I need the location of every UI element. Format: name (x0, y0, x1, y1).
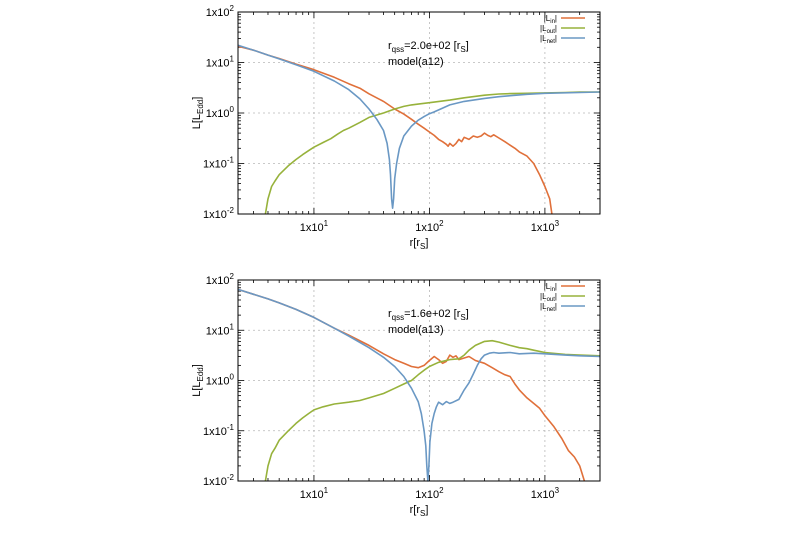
chart-panel-2: 1x101 1x102 1x103 1x10-2 1x10-1 1x100 1x101 1x1… (191, 272, 601, 518)
legend-label: |Lin| (544, 14, 557, 25)
legend: |Lin||Lout||Lnet| (540, 14, 585, 45)
y-axis-label: L[LEdd] (191, 97, 205, 130)
x-tick-label: 1x101 (300, 486, 329, 501)
y-tick-label: 1x101 (206, 322, 235, 337)
annotation-rqss: rqss=1.6e+02 [rS] (388, 308, 469, 322)
annotation-rqss: rqss=2.0e+02 [rS] (388, 40, 469, 54)
x-axis-label: r[rS] (410, 504, 429, 518)
y-tick-label: 1x102 (206, 272, 235, 287)
legend-label: |Lout| (540, 292, 557, 303)
y-tick-label: 1x10-2 (203, 206, 235, 221)
series-line-lout (264, 339, 601, 482)
chart-panel-1: 1x101 1x102 1x103 1x10-2 1x10-1 1x100 1x101 1x1… (191, 4, 601, 251)
legend-label: |Lout| (540, 24, 557, 35)
series-line-lin (237, 45, 553, 215)
y-tick-label: 1x100 (206, 105, 235, 120)
y-axis-label: L[LEdd] (191, 364, 205, 397)
y-tick-label: 1x10-1 (203, 423, 235, 438)
x-tick-label: 1x102 (415, 219, 444, 234)
legend-label: |Lin| (544, 282, 557, 293)
y-tick-label: 1x102 (206, 4, 235, 19)
x-tick-label: 1x103 (531, 486, 560, 501)
annotation-model: model(a12) (388, 56, 444, 68)
x-tick-label: 1x103 (531, 219, 560, 234)
series-line-lnet (237, 44, 601, 209)
annotation-model: model(a13) (388, 324, 444, 336)
legend: |Lin||Lout||Lnet| (540, 282, 585, 313)
y-tick-label: 1x10-1 (203, 156, 235, 171)
y-tick-label: 1x10-2 (203, 473, 235, 488)
legend-label: |Lnet| (540, 34, 557, 45)
legend-label: |Lnet| (540, 302, 557, 313)
series-line-lout (264, 91, 600, 215)
x-axis-label: r[rS] (410, 237, 429, 251)
x-tick-label: 1x101 (300, 219, 329, 234)
plot-frame (237, 279, 601, 482)
series-line-lin (237, 288, 586, 482)
y-tick-label: 1x100 (206, 373, 235, 388)
y-tick-label: 1x101 (206, 55, 235, 70)
series-line-lnet (237, 288, 601, 482)
plot-frame (237, 11, 601, 215)
x-tick-label: 1x102 (415, 486, 444, 501)
